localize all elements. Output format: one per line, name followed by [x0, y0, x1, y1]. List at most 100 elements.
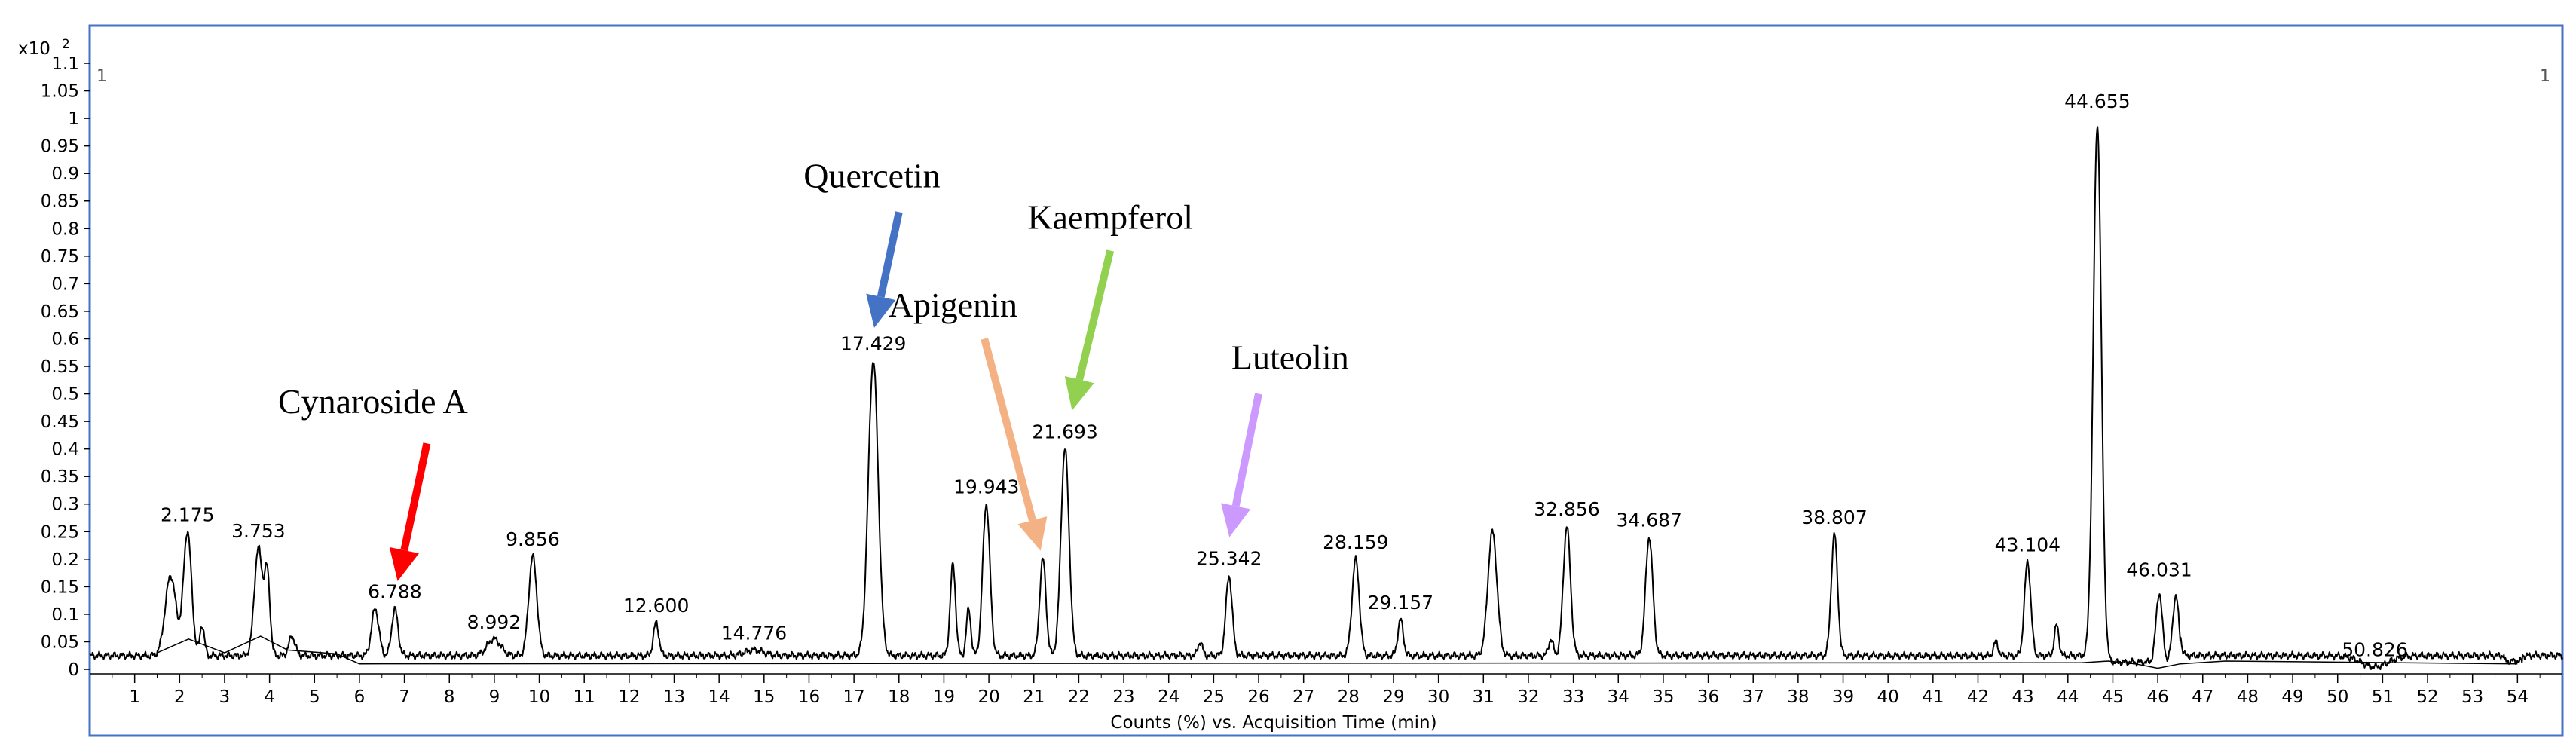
- y-tick-label: 0.75: [41, 247, 79, 267]
- x-tick-label: 37: [1742, 687, 1764, 707]
- y-exponent: 2: [62, 37, 70, 52]
- y-tick-label: 0.5: [51, 385, 79, 405]
- peak-label: 21.693: [1032, 421, 1097, 443]
- peak-label: 17.429: [840, 333, 906, 355]
- arrow-shaft: [981, 338, 1036, 522]
- peak-label: 6.788: [368, 581, 422, 603]
- x-tick-label: 48: [2237, 687, 2259, 707]
- x-tick-label: 43: [2012, 687, 2034, 707]
- x-tick-label: 14: [708, 687, 730, 707]
- y-tick-label: 0.55: [41, 357, 79, 377]
- x-tick-label: 2: [174, 687, 185, 707]
- x-tick-label: 53: [2461, 687, 2483, 707]
- y-tick-label: 0.6: [51, 329, 79, 349]
- y-axis: 0 0.05 0.1 0.15 0.2 0.25 0.3 0.35 0.4 0.45 0.5 0.55…: [41, 54, 90, 680]
- x-tick-label: 27: [1293, 687, 1314, 707]
- peak-label: 8.992: [467, 611, 522, 633]
- x-axis: 1 2 3 4 5 6 7 8 9 10 11 12 13 14 15 16 17 18 19 20 21 22 23 24 2…: [90, 673, 2562, 707]
- arrow-shaft: [400, 442, 431, 552]
- x-tick-label: 18: [888, 687, 910, 707]
- peak-label: 12.600: [623, 595, 689, 617]
- peak-label: 28.159: [1323, 531, 1388, 553]
- x-axis-title: Counts (%) vs. Acquisition Time (min): [1110, 713, 1436, 733]
- x-tick-label: 15: [753, 687, 775, 707]
- peak-label: 29.157: [1368, 592, 1433, 614]
- compound-label: Luteolin: [1231, 338, 1349, 377]
- x-tick-label: 10: [528, 687, 550, 707]
- secondary-trace: [157, 635, 2518, 669]
- peak-label: 38.807: [1801, 507, 1867, 528]
- peak-label: 43.104: [1995, 534, 2060, 556]
- y-tick-label: 0.05: [41, 632, 79, 652]
- compound-label: Apigenin: [889, 286, 1017, 324]
- x-tick-label: 49: [2281, 687, 2303, 707]
- main-trace: [89, 126, 2563, 671]
- x-tick-label: 25: [1203, 687, 1225, 707]
- y-tick-label: 0.9: [51, 164, 79, 184]
- arrow-head: [1017, 516, 1048, 551]
- x-tick-label: 6: [354, 687, 366, 707]
- x-tick-label: 42: [1967, 687, 1989, 707]
- x-tick-label: 46: [2146, 687, 2168, 707]
- x-tick-label: 24: [1158, 687, 1179, 707]
- y-tick-label: 0.25: [41, 522, 79, 542]
- peak-label: 34.687: [1616, 510, 1681, 531]
- arrow-shaft: [877, 211, 903, 298]
- compound-annotations: Cynaroside A Quercetin Apigenin Kaempferol L…: [278, 156, 1349, 582]
- x-tick-label: 39: [1832, 687, 1854, 707]
- x-tick-label: 30: [1427, 687, 1449, 707]
- y-tick-label: 0: [68, 660, 79, 680]
- peak-label: 25.342: [1196, 548, 1262, 570]
- x-tick-label: 52: [2416, 687, 2438, 707]
- x-tick-label: 47: [2192, 687, 2213, 707]
- peak-label: 19.943: [953, 476, 1019, 498]
- peak-label: 44.655: [2064, 90, 2130, 112]
- x-tick-label: 34: [1608, 687, 1629, 707]
- x-tick-label: 22: [1068, 687, 1090, 707]
- peak-label: 9.856: [506, 528, 560, 550]
- x-tick-label: 4: [264, 687, 275, 707]
- corner-label-right: 1: [2540, 67, 2550, 86]
- compound-label: Cynaroside A: [278, 382, 468, 421]
- arrow-head: [866, 293, 896, 328]
- peak-label: 2.175: [161, 504, 215, 525]
- y-tick-label: 0.45: [41, 412, 79, 432]
- peak-label: 14.776: [721, 622, 787, 644]
- y-tick-label: 1.1: [51, 54, 79, 74]
- compound-label: Quercetin: [803, 156, 940, 194]
- x-tick-label: 54: [2507, 687, 2529, 707]
- arrow-head: [389, 546, 419, 582]
- y-tick-label: 0.85: [41, 192, 79, 212]
- x-tick-label: 51: [2372, 687, 2394, 707]
- y-tick-label: 0.4: [51, 440, 79, 460]
- corner-label-left: 1: [96, 67, 107, 86]
- x-tick-label: 26: [1247, 687, 1269, 707]
- x-tick-label: 36: [1697, 687, 1719, 707]
- x-tick-label: 41: [1922, 687, 1944, 707]
- x-tick-label: 45: [2102, 687, 2124, 707]
- x-tick-label: 32: [1517, 687, 1539, 707]
- y-tick-label: 0.1: [51, 605, 79, 625]
- arrow-shaft: [1075, 249, 1115, 381]
- x-tick-label: 38: [1787, 687, 1809, 707]
- y-tick-label: 1: [68, 109, 79, 129]
- y-tick-label: 1.05: [41, 82, 79, 102]
- y-tick-label: 0.95: [41, 137, 79, 157]
- x-tick-label: 12: [618, 687, 640, 707]
- x-tick-label: 50: [2327, 687, 2348, 707]
- peak-label: 32.856: [1534, 498, 1599, 520]
- y-tick-label: 0.15: [41, 577, 79, 597]
- arrow-head: [1064, 375, 1094, 411]
- x-tick-label: 28: [1338, 687, 1360, 707]
- chart-frame: [88, 24, 2564, 737]
- x-tick-label: 44: [2057, 687, 2079, 707]
- x-tick-label: 19: [933, 687, 955, 707]
- compound-label: Kaempferol: [1027, 197, 1193, 236]
- peak-label: 50.826: [2342, 638, 2407, 660]
- x-tick-label: 3: [219, 687, 231, 707]
- y-tick-label: 0.35: [41, 467, 79, 487]
- y-tick-label: 0.3: [51, 495, 79, 515]
- arrow-head: [1221, 503, 1251, 537]
- y-tick-label: 0.7: [51, 274, 79, 294]
